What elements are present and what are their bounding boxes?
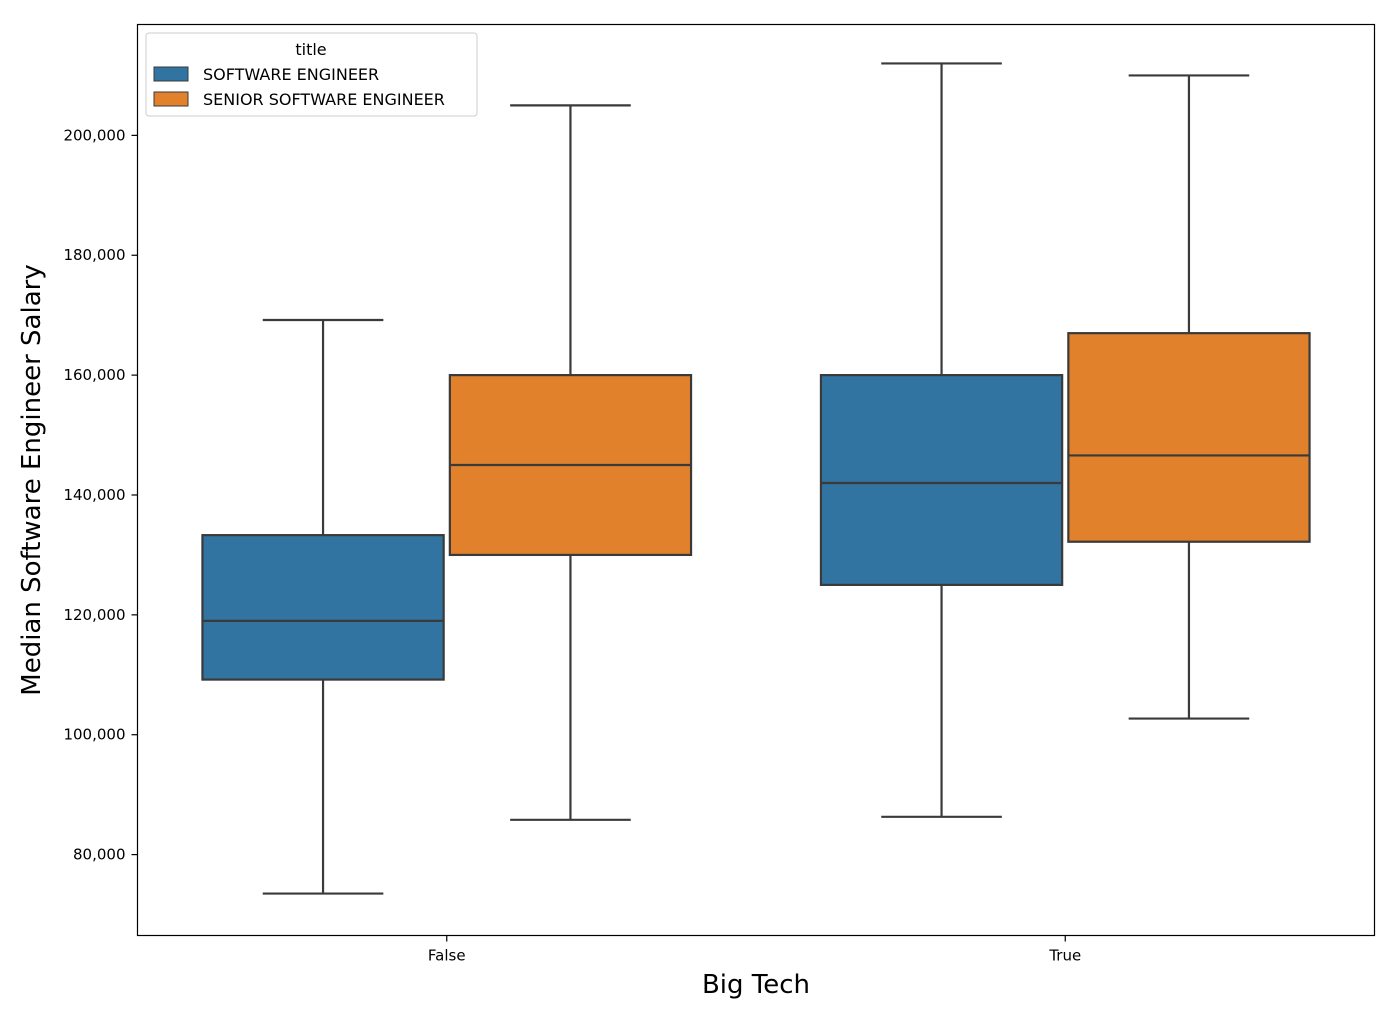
y-tick-label: 100,000 — [63, 726, 125, 744]
y-tick-label: 120,000 — [63, 606, 125, 624]
box-senior-software-engineer-true — [1067, 74, 1311, 720]
y-tick-label: 80,000 — [73, 846, 126, 864]
legend-title: title — [295, 40, 326, 59]
legend-label-software-engineer: SOFTWARE ENGINEER — [203, 65, 379, 84]
y-tick-label: 180,000 — [63, 246, 125, 264]
x-tick-label: False — [428, 947, 466, 965]
legend-frame — [145, 32, 478, 117]
y-axis-title: Median Software Engineer Salary — [17, 264, 47, 695]
y-axis: 80,000 100,000 120,000 140,000 160,000 180,00… — [63, 126, 138, 864]
box-series — [201, 62, 1311, 895]
box-software-engineer-true — [819, 62, 1064, 818]
x-axis: False True — [428, 935, 1081, 965]
y-tick-label: 140,000 — [63, 486, 125, 504]
iqr-box — [819, 374, 1064, 586]
x-axis-title: Big Tech — [702, 970, 810, 1000]
x-tick-label: True — [1048, 947, 1081, 965]
plot-area-frame — [136, 23, 1376, 937]
legend-label-senior-software-engineer: SENIOR SOFTWARE ENGINEER — [203, 90, 445, 109]
box-senior-software-engineer-false — [448, 104, 693, 821]
legend-swatch-senior-software-engineer — [153, 91, 189, 107]
iqr-box — [201, 534, 445, 681]
y-tick-label: 200,000 — [63, 126, 125, 144]
legend: title SOFTWARE ENGINEER SENIOR SOFTWARE … — [145, 32, 478, 117]
box-software-engineer-false — [201, 318, 445, 895]
y-tick-label: 160,000 — [63, 366, 125, 384]
iqr-box — [1067, 332, 1311, 543]
legend-swatch-software-engineer — [153, 66, 189, 82]
